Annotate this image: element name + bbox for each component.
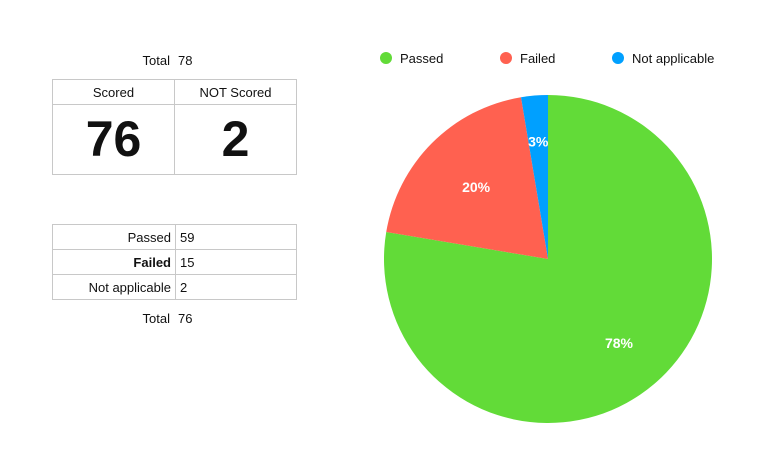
pie-slice-label-not-applicable: 3% <box>528 133 549 149</box>
legend-swatch <box>500 52 512 64</box>
breakdown-value: 2 <box>175 274 297 300</box>
scored-summary-table: Scored NOT Scored 76 2 <box>52 79 297 175</box>
legend-label: Failed <box>520 50 556 66</box>
pie-slice-passed <box>384 95 713 423</box>
breakdown-label: Not applicable <box>52 274 176 300</box>
breakdown-total-row: Total 76 <box>52 310 297 328</box>
legend-item-not-applicable: Not applicable <box>612 48 714 68</box>
scored-total-label: Total <box>142 53 170 68</box>
scored-value: 76 <box>52 104 175 175</box>
breakdown-row-passed: Passed 59 <box>52 224 297 250</box>
scored-total-row: Total 78 <box>52 52 297 70</box>
pie-slice-not-applicable <box>521 95 548 259</box>
result-breakdown-table: Passed 59 Failed 15 Not applicable 2 <box>52 224 297 300</box>
breakdown-total-label: Total <box>142 311 170 326</box>
breakdown-value: 59 <box>175 224 297 250</box>
pie-slice-label-failed: 20% <box>462 179 491 195</box>
legend-swatch <box>380 52 392 64</box>
chart-legend: Passed Failed Not applicable <box>380 48 760 68</box>
pie-slice-failed <box>386 97 548 259</box>
legend-label: Not applicable <box>632 50 715 66</box>
breakdown-total-value: 76 <box>178 311 193 326</box>
legend-item-passed: Passed <box>380 48 443 68</box>
not-scored-value: 2 <box>174 104 297 175</box>
breakdown-row-not-applicable: Not applicable 2 <box>52 274 297 300</box>
scored-total-value: 78 <box>178 53 193 68</box>
breakdown-value: 15 <box>175 249 297 275</box>
legend-label: Passed <box>400 50 444 66</box>
breakdown-row-failed: Failed 15 <box>52 249 297 275</box>
breakdown-label: Failed <box>52 249 176 275</box>
legend-item-failed: Failed <box>500 48 555 68</box>
pie-slice-label-passed: 78% <box>605 335 634 351</box>
legend-swatch <box>612 52 624 64</box>
